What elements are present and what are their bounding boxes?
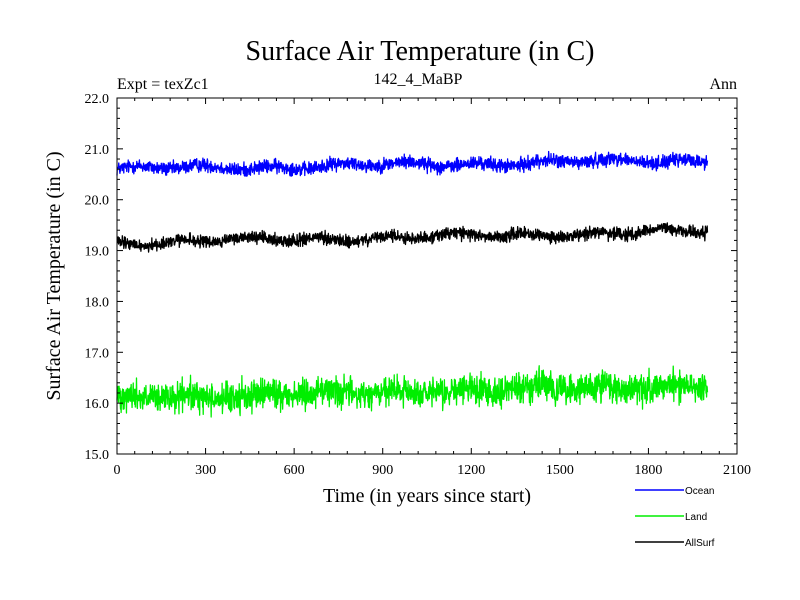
legend-label-allsurf: AllSurf	[685, 538, 715, 549]
x-tick-label: 900	[372, 463, 393, 478]
x-tick-label: 1200	[457, 463, 485, 478]
y-axis-label: Surface Air Temperature (in C)	[43, 151, 65, 400]
x-tick-label: 1500	[546, 463, 574, 478]
series-layer	[116, 150, 709, 418]
x-tick-label: 2100	[723, 463, 751, 478]
y-tick-label: 18.0	[85, 295, 110, 310]
x-tick-label: 600	[284, 463, 305, 478]
y-tick-label: 17.0	[85, 346, 110, 361]
legend-label-ocean: Ocean	[685, 486, 714, 497]
experiment-label: Expt = texZc1	[117, 76, 209, 93]
y-tick-label: 21.0	[85, 143, 110, 158]
chart-title: Surface Air Temperature (in C)	[246, 36, 595, 67]
x-tick-label: 0	[114, 463, 121, 478]
series-line-land	[116, 365, 709, 418]
legend: Ocean Land AllSurf	[635, 486, 715, 549]
x-tick-label: 300	[195, 463, 216, 478]
y-tick-label: 19.0	[85, 245, 110, 260]
series-line-ocean	[116, 150, 709, 177]
y-tick-label: 16.0	[85, 397, 110, 412]
y-tick-label: 20.0	[85, 194, 110, 209]
season-label: Ann	[709, 76, 737, 93]
period-label: 142_4_MaBP	[374, 71, 463, 88]
x-tick-label: 1800	[634, 463, 662, 478]
y-tick-label: 15.0	[85, 448, 110, 463]
series-line-allsurf	[116, 222, 709, 253]
ticks-layer: 0 300 600 900 1200 1500 1800 2100 15.0 16.0 17.0 18…	[85, 92, 752, 478]
plot-frame	[116, 97, 738, 455]
x-axis-label: Time (in years since start)	[323, 485, 531, 507]
legend-label-land: Land	[685, 512, 707, 523]
y-tick-label: 22.0	[85, 92, 110, 107]
